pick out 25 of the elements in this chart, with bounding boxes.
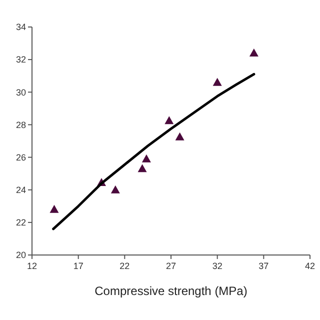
point [50, 204, 59, 213]
x-tick-label: 22 [120, 261, 130, 271]
y-tick-label: 32 [16, 54, 26, 65]
x-axis-title: Compressive strength (MPa) [94, 284, 248, 298]
point [138, 164, 147, 172]
point [175, 132, 184, 140]
point [212, 78, 222, 86]
y-tick-label: 22 [16, 218, 26, 228]
y-tick-label: 34 [16, 22, 26, 32]
y-tick-label: 26 [16, 152, 26, 162]
x-tick-label: 27 [166, 261, 176, 271]
y-tick-label: 24 [16, 185, 26, 196]
point [110, 185, 120, 194]
x-tick-label: 17 [73, 261, 84, 271]
x-tick-label: 32 [212, 261, 222, 271]
y-tick-label: 20 [16, 250, 26, 260]
y-tick-label: 30 [16, 87, 26, 98]
x-tick-label: 37 [258, 261, 269, 271]
point [164, 116, 174, 124]
y-tick-label: 28 [16, 120, 26, 130]
point [249, 48, 258, 57]
point [142, 154, 151, 162]
x-tick-label: 42 [304, 261, 316, 271]
line-series [52, 72, 256, 230]
x-tick-label: 12 [26, 261, 38, 271]
